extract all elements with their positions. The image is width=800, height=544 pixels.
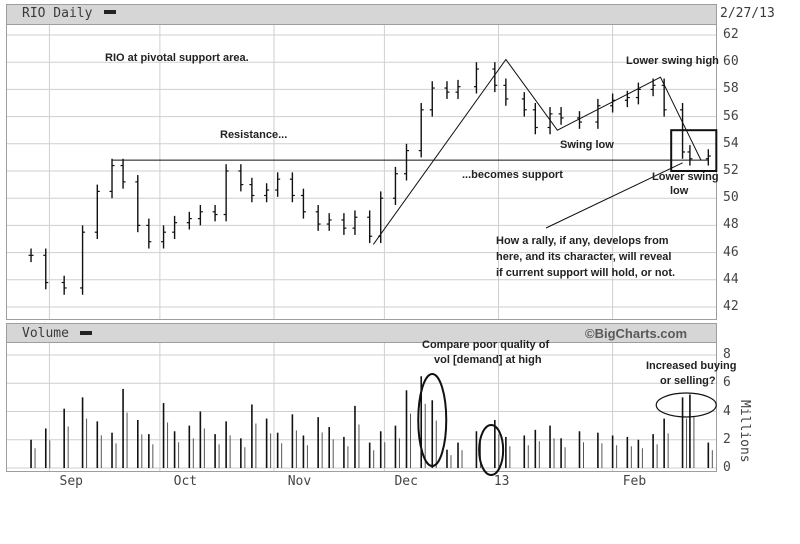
annotation-rally-1: How a rally, if any, develops from bbox=[496, 235, 669, 247]
price-bars bbox=[28, 62, 711, 295]
volume-tick-label: 0 bbox=[723, 460, 731, 475]
price-tick-label: 50 bbox=[723, 190, 739, 206]
ticker-dash-icon bbox=[104, 10, 116, 14]
price-grid bbox=[7, 25, 716, 319]
volume-bars bbox=[30, 376, 713, 468]
volume-tick-label: 4 bbox=[723, 403, 731, 419]
x-tick-label: Nov bbox=[287, 474, 312, 489]
price-tick-label: 48 bbox=[723, 217, 739, 233]
annotation-rally-2: here, and its character, will reveal bbox=[496, 251, 672, 263]
price-tick-label: 56 bbox=[723, 108, 739, 124]
volume-grid bbox=[7, 343, 716, 471]
annotation-increased-1: Increased buying bbox=[646, 360, 737, 372]
swing-trendline bbox=[372, 58, 702, 245]
volume-tick-label: 8 bbox=[723, 347, 731, 362]
volume-dash-icon bbox=[80, 331, 92, 335]
low-volume-ellipse bbox=[478, 424, 505, 476]
recent-bars-box bbox=[670, 129, 718, 172]
volume-unit-label: Millions bbox=[737, 400, 752, 463]
volume-tick-label: 2 bbox=[723, 431, 731, 447]
annotation-compare-2: vol [demand] at high bbox=[434, 354, 542, 366]
price-tick-label: 62 bbox=[723, 27, 739, 42]
annotation-lower-swing-low-1: Lower swing bbox=[652, 171, 719, 183]
price-tick-label: 44 bbox=[723, 271, 739, 287]
ticker-label: RIO Daily bbox=[22, 6, 93, 21]
price-tick-label: 42 bbox=[723, 299, 739, 314]
chart-date: 2/27/13 bbox=[720, 6, 775, 21]
x-tick-label: Sep bbox=[59, 474, 84, 489]
price-tick-label: 58 bbox=[723, 81, 739, 97]
volume-tick-label: 6 bbox=[723, 375, 731, 391]
annotation-lower-swing-low-2: low bbox=[670, 185, 689, 197]
annotation-swing-low: Swing low bbox=[560, 139, 614, 151]
price-tick-label: 52 bbox=[723, 163, 739, 178]
annotation-lines bbox=[112, 58, 718, 476]
annotation-increased-2: or selling? bbox=[660, 375, 716, 387]
high-volume-ellipse bbox=[417, 373, 448, 467]
price-tick-label: 46 bbox=[723, 244, 739, 260]
annotation-resistance: Resistance... bbox=[220, 129, 288, 141]
annotation-compare-1: Compare poor quality of bbox=[422, 339, 550, 351]
x-tick-label: Oct bbox=[173, 474, 198, 489]
annotation-lower-swing-high: Lower swing high bbox=[626, 55, 719, 67]
x-tick-label: 13 bbox=[493, 474, 510, 489]
x-tick-label: Feb bbox=[622, 474, 647, 489]
price-tick-label: 54 bbox=[723, 135, 739, 151]
volume-label: Volume bbox=[22, 326, 69, 341]
pointer-line bbox=[545, 162, 683, 229]
annotation-pivot: RIO at pivotal support area. bbox=[105, 52, 249, 64]
bigcharts-watermark: ©BigCharts.com bbox=[585, 326, 688, 341]
price-tick-label: 60 bbox=[723, 54, 739, 70]
x-tick-label: Dec bbox=[394, 474, 418, 489]
annotation-becomes-support: ...becomes support bbox=[462, 169, 563, 181]
price-panel bbox=[6, 24, 717, 320]
recent-volume-ellipse bbox=[655, 392, 717, 418]
annotation-rally-3: if current support will hold, or not. bbox=[496, 267, 676, 279]
